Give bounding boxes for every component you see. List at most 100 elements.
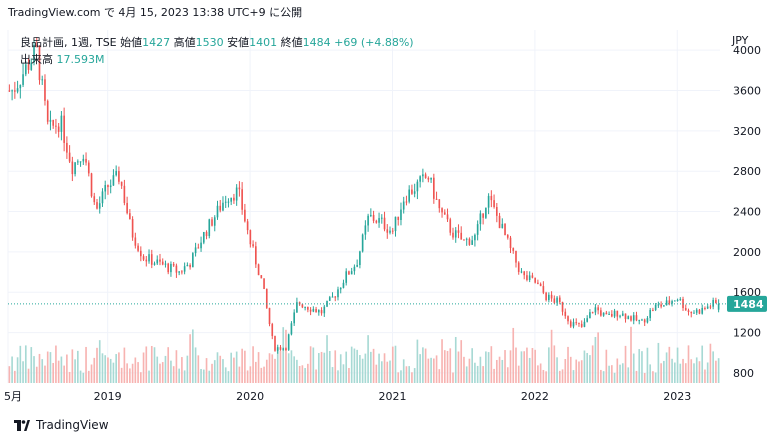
candle-body bbox=[454, 230, 457, 238]
volume-bar bbox=[487, 352, 490, 383]
volume-bar bbox=[60, 356, 63, 383]
y-tick-label: 800 bbox=[733, 367, 754, 380]
volume-bar bbox=[167, 347, 170, 383]
x-axis: 5月 2019 2020 2021 2022 2023 bbox=[4, 390, 691, 403]
candle-body bbox=[90, 173, 93, 197]
volume-bar bbox=[405, 366, 408, 383]
candle-body bbox=[145, 259, 148, 262]
candle-body bbox=[93, 196, 96, 203]
candle-body bbox=[271, 324, 274, 337]
candle-body bbox=[156, 259, 159, 264]
candle-body bbox=[19, 84, 22, 89]
candle-body bbox=[446, 214, 449, 220]
candle-body bbox=[167, 263, 170, 273]
volume-bar bbox=[539, 363, 542, 383]
candle-body bbox=[572, 322, 575, 327]
volume-bar bbox=[408, 366, 411, 383]
volume-bar bbox=[156, 356, 159, 383]
volume-bar bbox=[586, 352, 589, 383]
y-tick-label: 3600 bbox=[733, 85, 761, 98]
candle-body bbox=[452, 232, 454, 238]
candle-body bbox=[178, 271, 180, 273]
candle-body bbox=[104, 185, 107, 192]
volume-bar bbox=[583, 350, 586, 383]
candle-body bbox=[504, 223, 506, 236]
volume-bar bbox=[611, 365, 613, 383]
candle-body bbox=[301, 304, 304, 308]
candle-body bbox=[435, 198, 438, 200]
candle-body bbox=[159, 259, 161, 262]
volume-bar bbox=[542, 369, 545, 383]
volume-bar bbox=[641, 351, 643, 383]
footer-brand[interactable]: TradingView bbox=[14, 418, 109, 432]
volume-bar bbox=[422, 347, 424, 383]
volume-bar bbox=[386, 361, 389, 383]
candle-body bbox=[370, 214, 372, 216]
candle-body bbox=[646, 318, 649, 323]
volume-bar bbox=[482, 366, 484, 383]
volume-bar bbox=[120, 367, 123, 383]
candle-body bbox=[85, 158, 87, 163]
volume-bar bbox=[293, 356, 295, 383]
candle-body bbox=[137, 245, 139, 251]
candle-body bbox=[8, 90, 11, 92]
volume-bar bbox=[170, 360, 172, 383]
candle-body bbox=[605, 312, 608, 315]
candle-body bbox=[224, 201, 227, 203]
candle-body bbox=[531, 275, 534, 278]
volume-bar bbox=[22, 361, 24, 383]
volume-bar bbox=[104, 355, 107, 383]
candle-body bbox=[479, 213, 482, 225]
candle-body bbox=[597, 307, 599, 311]
volume-bar bbox=[389, 360, 391, 383]
volume-bar bbox=[646, 347, 649, 383]
x-tick-label: 2020 bbox=[236, 390, 264, 403]
volume-bar bbox=[679, 363, 682, 383]
volume-bar bbox=[534, 349, 536, 383]
candle-body bbox=[712, 300, 714, 307]
candle-body bbox=[359, 251, 361, 266]
volume-bar bbox=[164, 355, 167, 383]
candle-body bbox=[537, 282, 539, 284]
candle-body bbox=[164, 263, 167, 265]
currency-label: JPY bbox=[732, 34, 749, 47]
candle-body bbox=[611, 313, 613, 317]
brand-name: TradingView bbox=[36, 418, 109, 432]
volume-bar bbox=[709, 343, 712, 383]
y-tick-label: 2400 bbox=[733, 206, 761, 219]
candle-body bbox=[509, 237, 512, 249]
candle-body bbox=[52, 119, 55, 126]
candle-body bbox=[227, 201, 230, 203]
candle-body bbox=[279, 347, 282, 350]
volume-bar bbox=[465, 366, 468, 383]
candle-body bbox=[602, 312, 605, 316]
volume-bar bbox=[471, 348, 473, 383]
candle-body bbox=[364, 225, 367, 235]
volume-bar bbox=[33, 356, 35, 383]
volume-bar bbox=[474, 362, 476, 383]
candle-body bbox=[405, 201, 408, 203]
candle-body bbox=[594, 307, 597, 313]
candle-body bbox=[290, 323, 293, 335]
candle-body bbox=[386, 229, 389, 233]
volume-bar bbox=[172, 366, 175, 383]
candle-body bbox=[684, 308, 687, 311]
candle-body bbox=[192, 253, 194, 268]
candle-body bbox=[586, 318, 589, 322]
volume-value: 17.593M bbox=[56, 53, 105, 66]
candle-body bbox=[285, 348, 287, 350]
volume-bar bbox=[150, 345, 153, 383]
volume-bar bbox=[589, 355, 591, 383]
candle-body bbox=[397, 216, 400, 220]
volume-bar bbox=[71, 349, 74, 383]
volume-bar bbox=[148, 370, 150, 383]
volume-bar bbox=[309, 346, 312, 383]
symbol-label[interactable]: 良品計画, 1週, TSE bbox=[20, 36, 117, 49]
volume-bar bbox=[638, 349, 641, 383]
candle-body bbox=[49, 119, 52, 122]
candle-body bbox=[372, 214, 375, 221]
candle-body bbox=[657, 304, 660, 306]
candle-body bbox=[246, 221, 249, 231]
candle-body bbox=[613, 310, 616, 317]
